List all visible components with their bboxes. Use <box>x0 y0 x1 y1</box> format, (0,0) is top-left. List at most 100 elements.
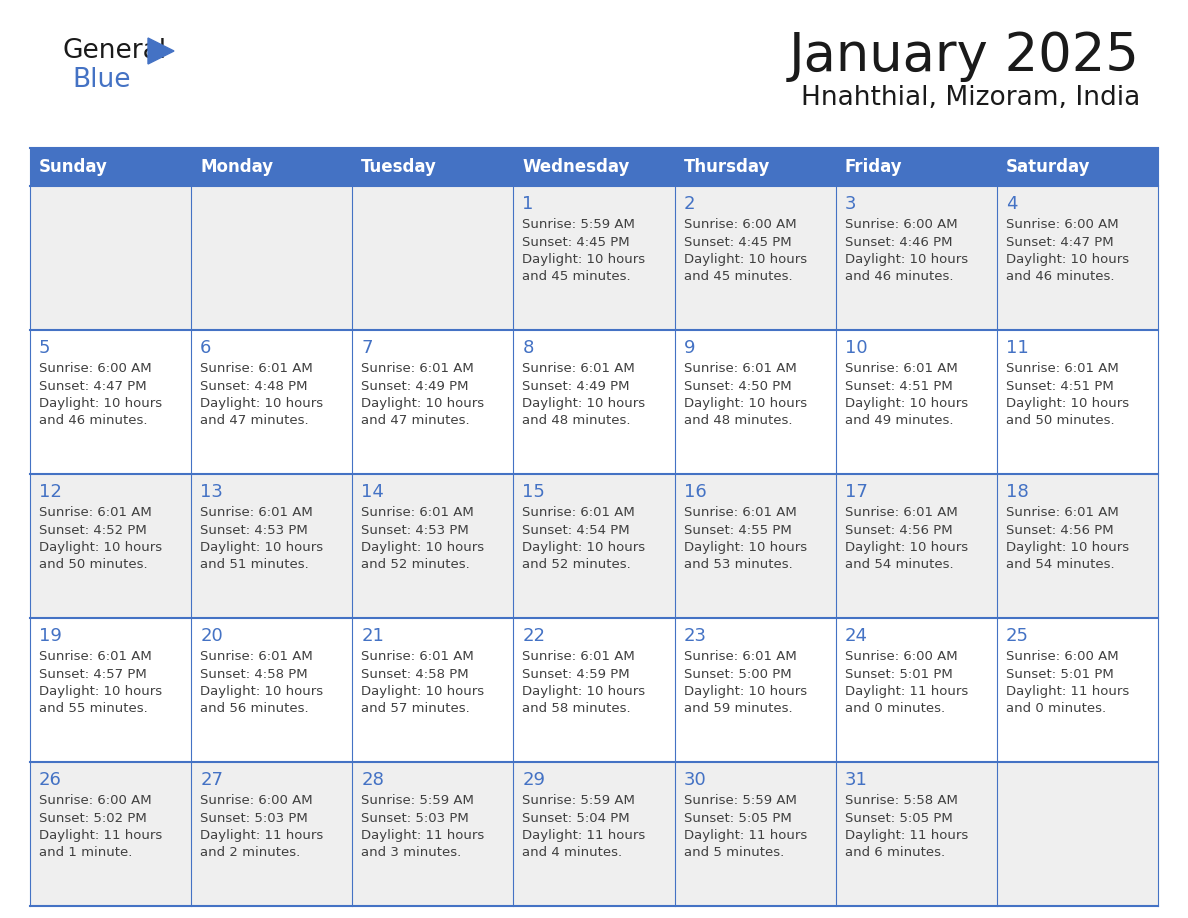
Text: Sunrise: 6:01 AM: Sunrise: 6:01 AM <box>200 650 312 663</box>
Text: Sunrise: 6:01 AM: Sunrise: 6:01 AM <box>523 362 636 375</box>
Bar <box>513 186 675 330</box>
Text: Daylight: 10 hours: Daylight: 10 hours <box>1006 541 1129 554</box>
Text: Sunrise: 5:59 AM: Sunrise: 5:59 AM <box>523 794 636 807</box>
Text: Sunset: 5:00 PM: Sunset: 5:00 PM <box>683 667 791 680</box>
Text: Daylight: 10 hours: Daylight: 10 hours <box>39 397 162 410</box>
Text: Sunset: 4:50 PM: Sunset: 4:50 PM <box>683 379 791 393</box>
Text: Sunset: 4:52 PM: Sunset: 4:52 PM <box>39 523 147 536</box>
Text: Daylight: 10 hours: Daylight: 10 hours <box>361 541 485 554</box>
Text: 31: 31 <box>845 771 867 789</box>
Text: Sunset: 5:01 PM: Sunset: 5:01 PM <box>845 667 953 680</box>
Bar <box>30 330 191 474</box>
Bar <box>675 762 835 906</box>
Text: Daylight: 10 hours: Daylight: 10 hours <box>523 253 645 266</box>
Bar <box>30 618 191 762</box>
Text: Sunrise: 6:00 AM: Sunrise: 6:00 AM <box>200 794 312 807</box>
Text: and 48 minutes.: and 48 minutes. <box>523 415 631 428</box>
Text: Sunset: 4:51 PM: Sunset: 4:51 PM <box>1006 379 1113 393</box>
Text: Sunrise: 6:01 AM: Sunrise: 6:01 AM <box>1006 362 1119 375</box>
Text: Sunset: 4:45 PM: Sunset: 4:45 PM <box>523 236 630 249</box>
Text: 19: 19 <box>39 627 62 645</box>
Bar <box>353 762 513 906</box>
Text: Sunset: 4:56 PM: Sunset: 4:56 PM <box>845 523 953 536</box>
Text: 29: 29 <box>523 771 545 789</box>
Text: and 56 minutes.: and 56 minutes. <box>200 702 309 715</box>
Text: Daylight: 10 hours: Daylight: 10 hours <box>361 397 485 410</box>
Text: 15: 15 <box>523 483 545 501</box>
Text: and 45 minutes.: and 45 minutes. <box>523 271 631 284</box>
Text: and 47 minutes.: and 47 minutes. <box>361 415 470 428</box>
Text: and 46 minutes.: and 46 minutes. <box>1006 271 1114 284</box>
Text: Daylight: 10 hours: Daylight: 10 hours <box>683 685 807 698</box>
Text: Daylight: 11 hours: Daylight: 11 hours <box>845 829 968 842</box>
Bar <box>997 618 1158 762</box>
Text: 5: 5 <box>39 339 51 357</box>
Text: Sunrise: 6:00 AM: Sunrise: 6:00 AM <box>845 650 958 663</box>
Text: January 2025: January 2025 <box>789 30 1140 82</box>
Text: Sunset: 4:56 PM: Sunset: 4:56 PM <box>1006 523 1113 536</box>
Bar <box>353 330 513 474</box>
Text: Daylight: 10 hours: Daylight: 10 hours <box>39 541 162 554</box>
Bar <box>675 330 835 474</box>
Text: Sunrise: 6:01 AM: Sunrise: 6:01 AM <box>683 650 796 663</box>
Text: and 49 minutes.: and 49 minutes. <box>845 415 953 428</box>
Text: Sunrise: 6:01 AM: Sunrise: 6:01 AM <box>683 362 796 375</box>
Text: Sunrise: 6:00 AM: Sunrise: 6:00 AM <box>845 218 958 231</box>
Text: Sunrise: 5:59 AM: Sunrise: 5:59 AM <box>683 794 796 807</box>
Text: Monday: Monday <box>200 158 273 176</box>
Text: 20: 20 <box>200 627 223 645</box>
Text: and 45 minutes.: and 45 minutes. <box>683 271 792 284</box>
Text: 24: 24 <box>845 627 867 645</box>
Bar <box>30 148 191 186</box>
Text: Daylight: 10 hours: Daylight: 10 hours <box>200 685 323 698</box>
Text: Sunrise: 6:01 AM: Sunrise: 6:01 AM <box>1006 506 1119 519</box>
Text: General: General <box>62 38 166 64</box>
Text: Daylight: 11 hours: Daylight: 11 hours <box>361 829 485 842</box>
Text: 30: 30 <box>683 771 707 789</box>
Text: Daylight: 10 hours: Daylight: 10 hours <box>523 685 645 698</box>
Text: Sunset: 4:46 PM: Sunset: 4:46 PM <box>845 236 953 249</box>
Text: Daylight: 11 hours: Daylight: 11 hours <box>39 829 163 842</box>
Text: Blue: Blue <box>72 67 131 93</box>
Text: Daylight: 10 hours: Daylight: 10 hours <box>683 253 807 266</box>
Text: 1: 1 <box>523 195 533 213</box>
Bar <box>30 186 191 330</box>
Text: Tuesday: Tuesday <box>361 158 437 176</box>
Bar <box>997 762 1158 906</box>
Bar <box>675 148 835 186</box>
Text: Daylight: 10 hours: Daylight: 10 hours <box>523 397 645 410</box>
Text: 2: 2 <box>683 195 695 213</box>
Text: Sunset: 4:47 PM: Sunset: 4:47 PM <box>1006 236 1113 249</box>
Text: 22: 22 <box>523 627 545 645</box>
Bar <box>513 474 675 618</box>
Text: Daylight: 11 hours: Daylight: 11 hours <box>200 829 323 842</box>
Bar <box>353 474 513 618</box>
Text: and 53 minutes.: and 53 minutes. <box>683 558 792 572</box>
Bar <box>835 330 997 474</box>
Text: 18: 18 <box>1006 483 1029 501</box>
Bar <box>835 762 997 906</box>
Text: Sunrise: 5:58 AM: Sunrise: 5:58 AM <box>845 794 958 807</box>
Text: 11: 11 <box>1006 339 1029 357</box>
Text: and 1 minute.: and 1 minute. <box>39 846 132 859</box>
Text: 25: 25 <box>1006 627 1029 645</box>
Text: and 46 minutes.: and 46 minutes. <box>845 271 953 284</box>
Text: 9: 9 <box>683 339 695 357</box>
Text: Sunset: 5:03 PM: Sunset: 5:03 PM <box>361 812 469 824</box>
Text: Sunrise: 6:01 AM: Sunrise: 6:01 AM <box>200 362 312 375</box>
Text: and 4 minutes.: and 4 minutes. <box>523 846 623 859</box>
Text: Sunrise: 6:00 AM: Sunrise: 6:00 AM <box>39 362 152 375</box>
Text: Sunset: 5:04 PM: Sunset: 5:04 PM <box>523 812 630 824</box>
Text: Daylight: 10 hours: Daylight: 10 hours <box>200 541 323 554</box>
Text: Sunset: 5:03 PM: Sunset: 5:03 PM <box>200 812 308 824</box>
Bar <box>191 330 353 474</box>
Bar <box>835 186 997 330</box>
Text: Sunset: 4:54 PM: Sunset: 4:54 PM <box>523 523 630 536</box>
Text: 12: 12 <box>39 483 62 501</box>
Polygon shape <box>148 38 173 64</box>
Bar <box>353 148 513 186</box>
Bar <box>353 186 513 330</box>
Text: Daylight: 11 hours: Daylight: 11 hours <box>523 829 646 842</box>
Text: Sunrise: 6:01 AM: Sunrise: 6:01 AM <box>200 506 312 519</box>
Bar <box>191 148 353 186</box>
